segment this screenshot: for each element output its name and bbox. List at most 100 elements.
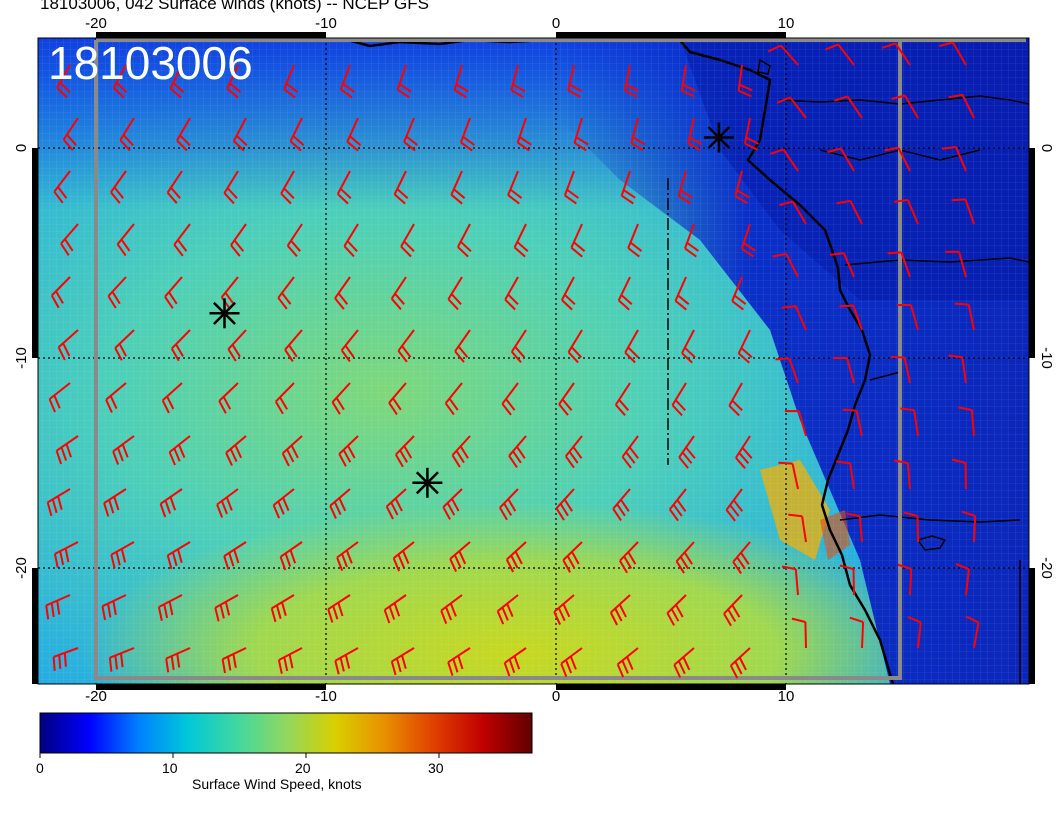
wind-barb: [945, 250, 967, 278]
wind-barb: [516, 117, 532, 152]
wind-barb: [346, 117, 362, 152]
wind-barb: [668, 488, 687, 522]
wind-barb: [732, 541, 751, 574]
wind-barb: [339, 64, 355, 99]
wind-barb: [505, 541, 527, 573]
wind-barb: [791, 617, 807, 649]
wind-barb: [614, 382, 631, 416]
wind-barb: [103, 488, 127, 517]
wind-barb: [725, 488, 744, 522]
wind-barb: [510, 329, 527, 363]
wind-barb: [450, 170, 466, 205]
wind-barb: [839, 564, 855, 596]
wind-barb: [510, 64, 526, 99]
wind-barb: [836, 199, 863, 225]
wind-barb: [781, 565, 799, 596]
wind-barb: [168, 435, 191, 466]
wind-barb: [623, 64, 640, 98]
wind-barb: [829, 252, 855, 278]
wind-barb: [849, 616, 865, 649]
lon-tick-bottom-3: 0: [552, 688, 560, 705]
wind-barb: [553, 594, 575, 626]
wind-barb: [214, 594, 239, 622]
wind-barb: [48, 382, 71, 413]
wind-barb: [343, 223, 359, 258]
storm-marker: [703, 122, 734, 153]
wind-barb: [53, 170, 71, 204]
wind-barb: [961, 510, 977, 543]
wind-barb: [900, 407, 919, 437]
wind-barb: [176, 117, 191, 152]
wind-barb: [674, 276, 690, 311]
wind-barb: [776, 96, 807, 119]
lat-tick-right-3: -20: [1038, 557, 1055, 579]
wind-barb: [678, 435, 696, 469]
wind-barb: [164, 276, 183, 309]
lat-tick-left-1: 0: [13, 144, 30, 152]
lat-tick-right-1: 0: [1038, 144, 1055, 152]
wind-barb: [226, 64, 242, 99]
wind-barb: [173, 223, 191, 257]
wind-barb: [740, 223, 756, 258]
wind-barb: [166, 170, 183, 204]
date-stamp: 18103006: [48, 37, 253, 89]
lon-tick-labels-top: -20 -10 0 10: [85, 15, 794, 32]
wind-barb: [561, 276, 576, 311]
wind-barb: [619, 541, 639, 574]
wind-barb: [884, 146, 911, 172]
lon-tick-bottom-1: -20: [85, 688, 107, 705]
wind-barb: [624, 329, 639, 364]
wind-barb: [965, 615, 980, 649]
lon-tick-bottom-4: 10: [778, 688, 795, 705]
wind-barb: [280, 170, 295, 205]
wind-barb: [159, 488, 183, 518]
wind-barb: [845, 512, 863, 543]
wind-barb: [230, 223, 247, 257]
lon-tick-labels-bottom: -20 -10 0 10: [85, 688, 794, 705]
wind-barb: [274, 382, 295, 415]
wind-barb: [737, 329, 753, 364]
colorbar-label: Surface Wind Speed, knots: [192, 776, 362, 792]
wind-barb: [396, 64, 412, 99]
wind-barb: [503, 647, 527, 677]
wind-barb: [781, 305, 807, 331]
wind-barb: [165, 647, 191, 673]
wind-barb: [225, 435, 247, 466]
grid-lines: [38, 38, 1029, 684]
wind-barbs: [45, 41, 980, 679]
wind-barb: [338, 435, 359, 467]
wind-barb: [218, 382, 239, 414]
wind-barb: [453, 64, 469, 99]
wind-barb: [677, 170, 693, 205]
wind-barb: [881, 42, 911, 66]
colorbar-ticks: [39, 753, 440, 758]
wind-barb: [948, 354, 967, 384]
wind-barb: [621, 435, 639, 469]
lat-tick-labels-left: 0 -10 -20: [13, 144, 30, 579]
wind-barb: [395, 435, 415, 468]
wind-barb: [383, 594, 407, 624]
wind-barb: [616, 647, 639, 678]
colorbar-tick-label: 10: [162, 760, 178, 776]
wind-barb: [60, 223, 79, 256]
wind-barb: [627, 223, 643, 258]
wind-barb: [397, 329, 415, 363]
wind-barb: [114, 329, 135, 361]
wind-barb: [567, 329, 583, 364]
wind-barb: [955, 562, 970, 596]
wind-barb: [563, 170, 579, 205]
wind-barb: [110, 541, 135, 569]
lat-tick-left-2: -10: [13, 347, 30, 369]
wind-barb: [112, 64, 128, 99]
wind-barb: [939, 41, 967, 66]
wind-barb: [110, 170, 127, 204]
wind-barb: [893, 459, 911, 490]
wind-barb: [897, 304, 919, 331]
wind-barb: [824, 43, 855, 66]
nest-box: [94, 38, 1026, 680]
wind-barb: [157, 594, 183, 621]
wind-barb: [675, 541, 695, 574]
colorbar-tick-label: 0: [36, 760, 44, 776]
wind-barb: [336, 170, 352, 205]
